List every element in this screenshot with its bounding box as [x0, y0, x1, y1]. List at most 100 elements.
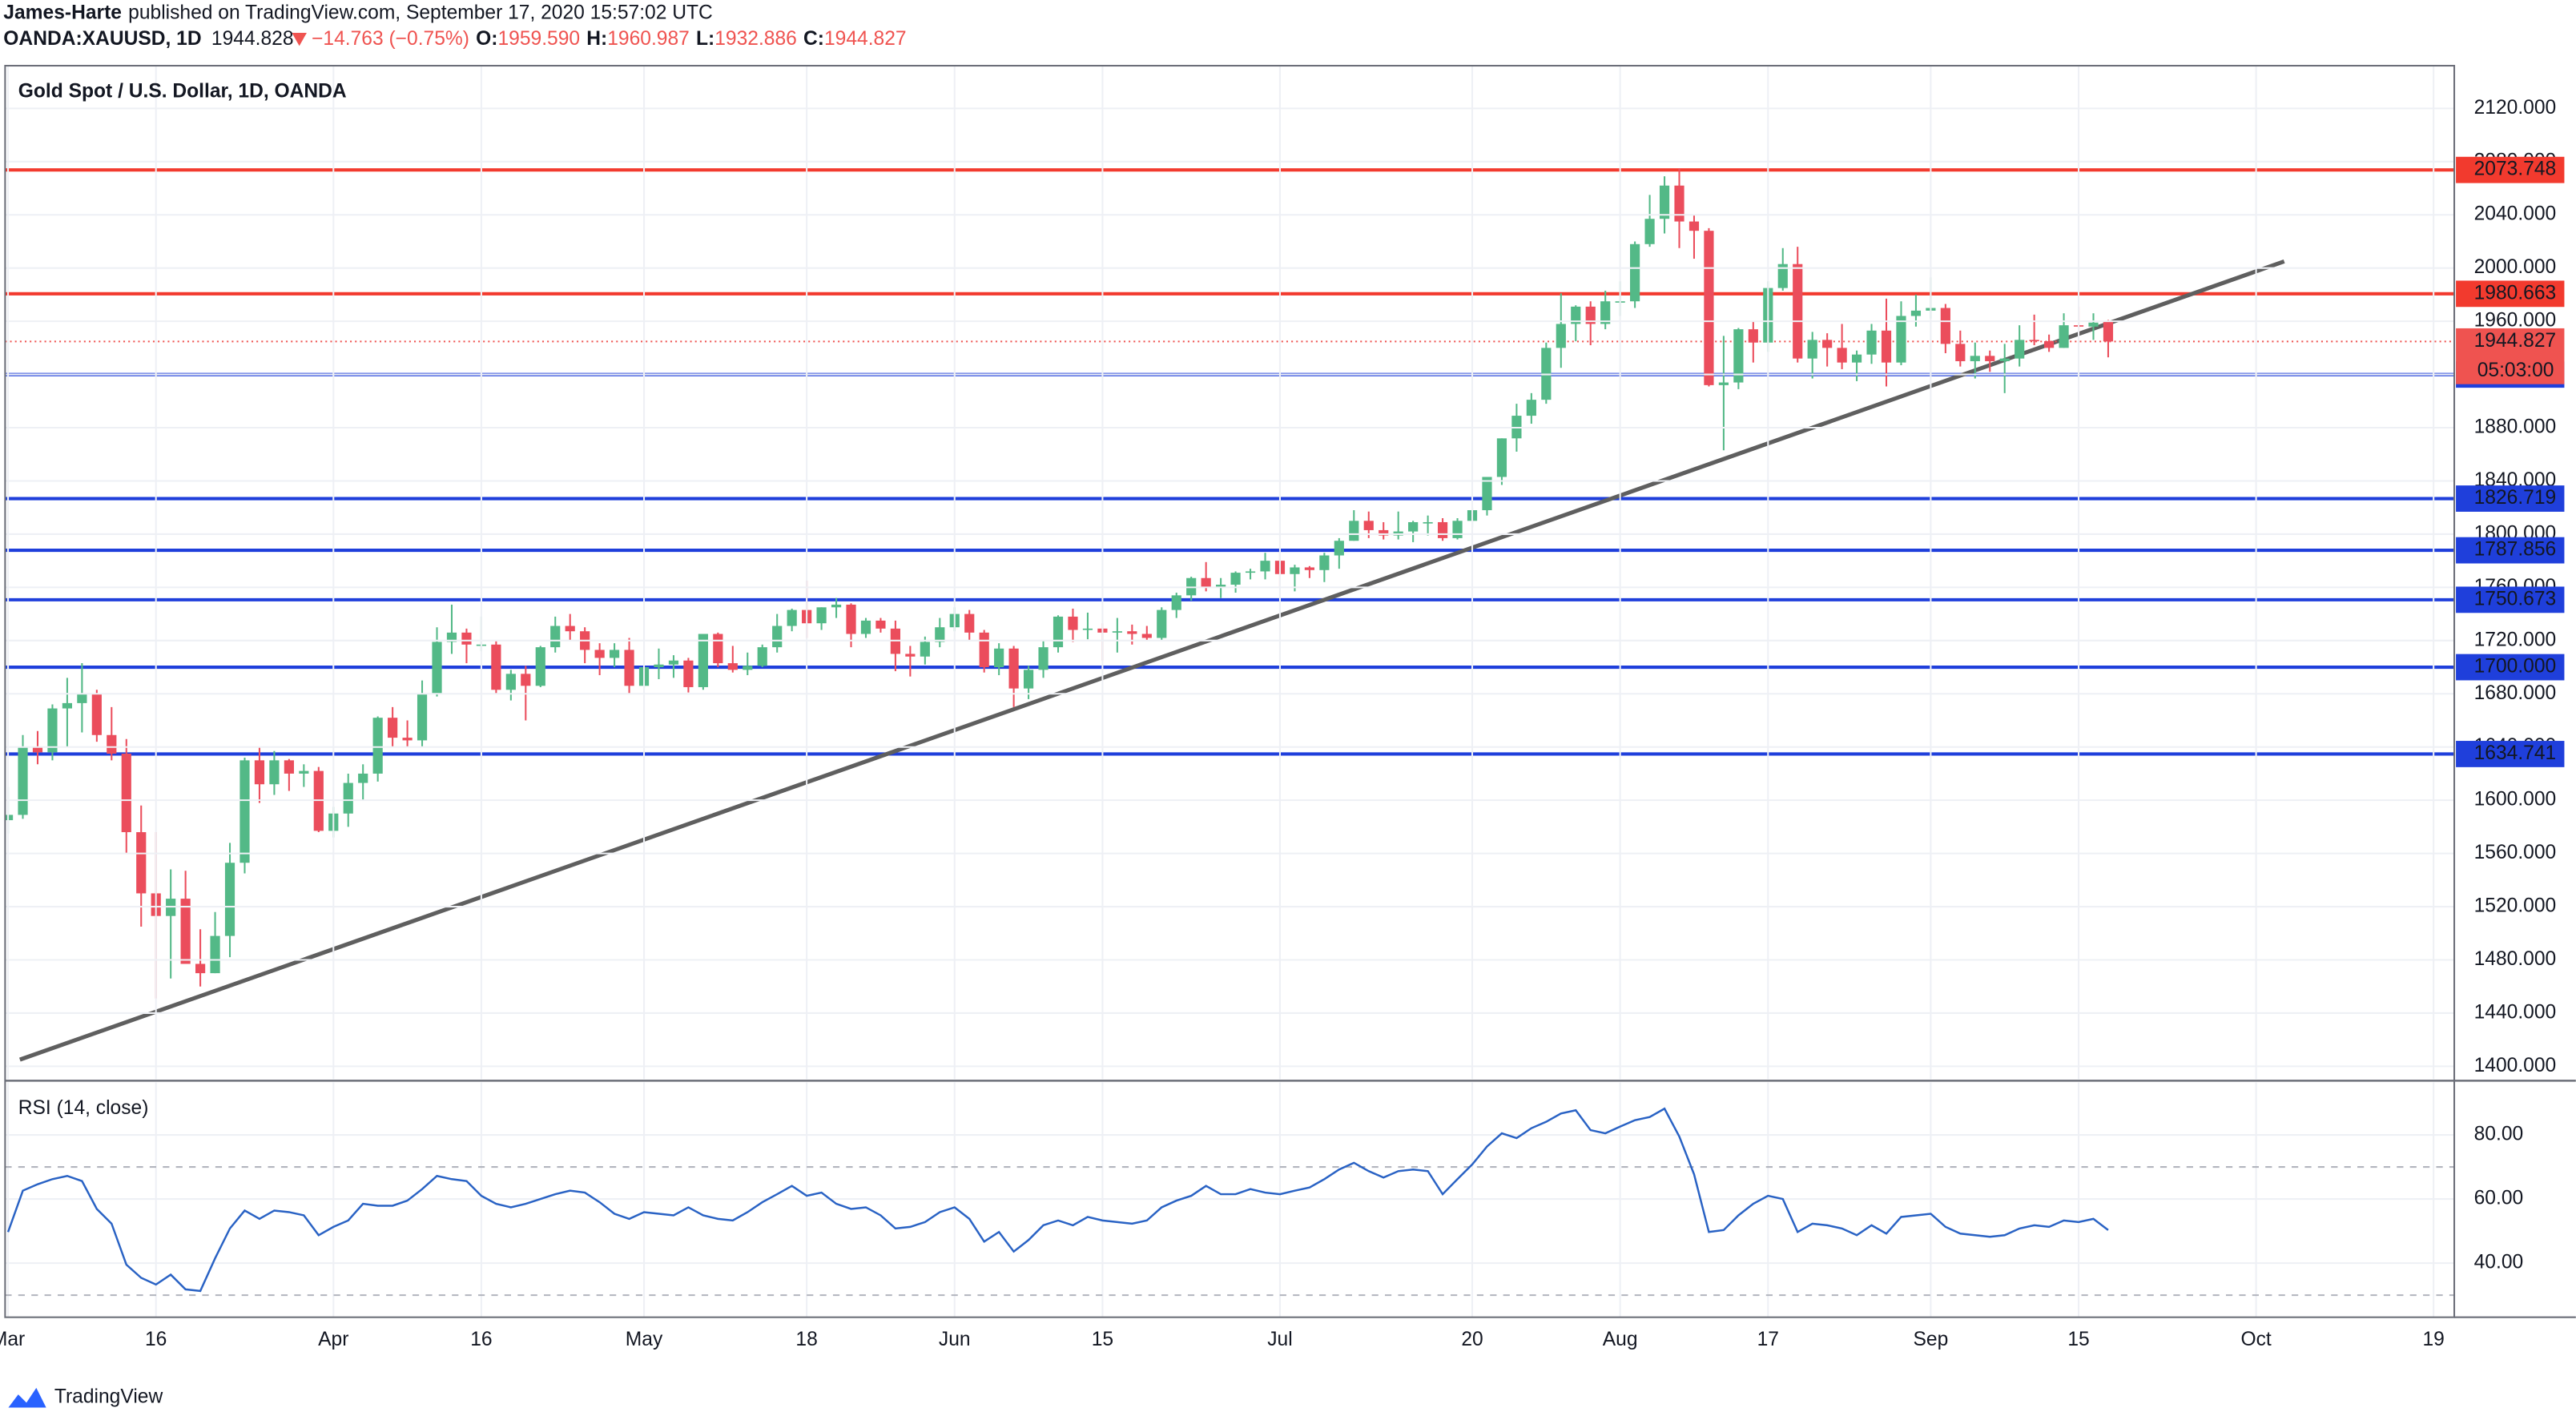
- y-tick-label: 1600.000: [2474, 789, 2557, 811]
- x-tick-label: 20: [1461, 1329, 1483, 1350]
- plot-frame: [4, 65, 2456, 1318]
- y-tick-label: 2040.000: [2474, 203, 2557, 225]
- x-tick-label: 15: [2067, 1329, 2089, 1350]
- candle-body: [846, 604, 856, 634]
- candle-body: [77, 694, 87, 703]
- candle-body: [994, 648, 1004, 668]
- candle-body: [1349, 521, 1359, 541]
- candle-body: [1659, 185, 1670, 219]
- x-tick-label: 15: [1092, 1329, 1113, 1350]
- author: James-Harte: [3, 2, 122, 23]
- x-tick-label: May: [626, 1329, 663, 1350]
- rsi-tick-label: 60.00: [2474, 1188, 2524, 1209]
- change: −14.763 (−0.75%): [312, 28, 469, 50]
- x-tick-label: 16: [470, 1329, 492, 1350]
- x-tick-label: Aug: [1603, 1329, 1638, 1350]
- candle-body: [284, 760, 294, 774]
- y-tick-label: 1960.000: [2474, 310, 2557, 332]
- logo-icon: [8, 1387, 46, 1408]
- candle-body: [979, 632, 989, 668]
- candle-body: [713, 634, 723, 664]
- candle-body: [1408, 521, 1419, 532]
- candle-body: [269, 760, 280, 785]
- candle-body: [624, 650, 634, 686]
- candle-body: [772, 626, 783, 648]
- candle-body: [1526, 400, 1536, 416]
- trendline: [18, 259, 2285, 1062]
- level-label: 1980.663: [2474, 282, 2557, 304]
- x-tick-label: 19: [2423, 1329, 2445, 1350]
- y-tick-label: 1680.000: [2474, 682, 2557, 704]
- candle-body: [1881, 330, 1892, 363]
- candle-body: [491, 644, 501, 690]
- candle-body: [446, 632, 457, 642]
- x-tick-label: Apr: [318, 1329, 348, 1350]
- candle-body: [1837, 348, 1847, 363]
- candle-body: [1822, 340, 1833, 348]
- candle-body: [654, 664, 664, 668]
- ohlc-value: 1944.827: [824, 28, 907, 50]
- candle-body: [1733, 329, 1744, 383]
- candle-body: [1216, 585, 1226, 588]
- level-label-box: [2456, 586, 2565, 613]
- candle-body: [757, 647, 767, 666]
- candle-body: [1940, 308, 1950, 344]
- down-arrow: [292, 33, 307, 46]
- y-tick-label: 1400.000: [2474, 1055, 2557, 1076]
- ohlc-key: H:: [586, 28, 607, 50]
- level-label-box: [2456, 280, 2565, 308]
- candle-body: [920, 642, 930, 657]
- candle-body: [47, 708, 58, 753]
- candle-body: [1423, 521, 1433, 524]
- candle-body: [32, 746, 43, 753]
- candle-body: [2015, 340, 2025, 359]
- candle-body: [860, 620, 871, 634]
- candle-body: [668, 660, 679, 665]
- candle-body: [1571, 306, 1581, 324]
- candle-body: [1127, 631, 1137, 634]
- candle-body: [1718, 382, 1729, 385]
- plot-layer: Mar 16 Apr 16 May 18 Jun 15 Jul 20 Aug 17 Sep 15 Oct 19…: [0, 66, 2565, 1350]
- candle-body: [2088, 322, 2099, 327]
- x-tick-label: 18: [795, 1329, 817, 1350]
- last: 1944.828: [211, 28, 294, 50]
- candle-body: [1290, 567, 1300, 574]
- candle-body: [1851, 354, 1862, 363]
- candle-body: [1157, 609, 1167, 638]
- candle-body: [461, 632, 472, 645]
- candle-body: [180, 899, 191, 964]
- rsi-title: RSI (14, close): [18, 1097, 149, 1119]
- level-label-box: [2456, 654, 2565, 681]
- candle-body: [1807, 340, 1817, 359]
- candle-body: [1777, 263, 1788, 288]
- candle-body: [18, 746, 28, 815]
- candle-body: [1600, 301, 1611, 324]
- level-label: 1700.000: [2474, 656, 2557, 678]
- level-label-box: [2456, 485, 2565, 512]
- candle-body: [1910, 310, 1922, 316]
- candle-body: [1688, 221, 1700, 231]
- x-tick-label: Oct: [2240, 1329, 2271, 1350]
- x-tick-label: 16: [145, 1329, 167, 1350]
- candle-body: [1008, 648, 1019, 689]
- candle-body: [831, 604, 842, 608]
- candle-body: [521, 674, 531, 686]
- candle-body: [609, 650, 620, 658]
- candle-body: [1230, 573, 1241, 585]
- level-label-box: [2456, 741, 2565, 767]
- ohlc-value: 1932.886: [714, 28, 797, 50]
- candle-body: [964, 613, 975, 633]
- level-label: 1634.741: [2474, 742, 2557, 764]
- candle-body: [121, 754, 131, 833]
- candle-body: [224, 863, 235, 936]
- brand: TradingView: [54, 1386, 163, 1408]
- x-tick-label: Jul: [1267, 1329, 1292, 1350]
- y-tick-label: 2120.000: [2474, 97, 2557, 119]
- candle-body: [505, 674, 516, 690]
- candle-body: [550, 626, 561, 648]
- candle-body: [1955, 344, 1966, 361]
- candle-body: [1112, 631, 1122, 633]
- published: published on TradingView.com, September …: [128, 2, 713, 23]
- candle-body: [5, 815, 14, 821]
